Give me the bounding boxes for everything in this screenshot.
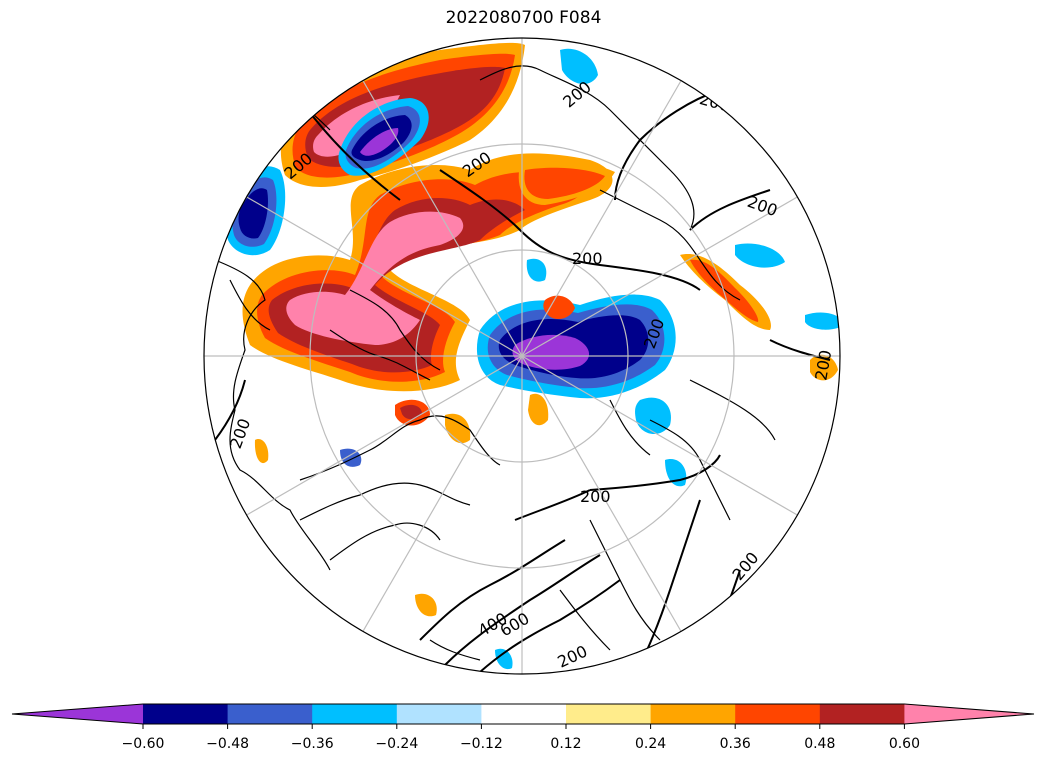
contour-label: 200 — [572, 249, 603, 268]
colorbar-segment — [566, 704, 652, 724]
colorbar-tick-label: 0.24 — [635, 736, 666, 752]
colorbar: −0.60 −0.48 −0.36 −0.24 −0.12 0.12 0.24 0.36 0.4… — [11, 703, 1035, 752]
colorbar-tick-label: 0.48 — [804, 736, 835, 752]
colorbar-segment — [227, 704, 313, 724]
map-boundary — [203, 37, 841, 675]
colorbar-segment — [735, 704, 821, 724]
colorbar-tick-label: −0.60 — [122, 736, 165, 752]
colorbar-tick-label: 0.12 — [550, 736, 581, 752]
colorbar-segment — [312, 704, 398, 724]
contour-label: 200 — [580, 487, 611, 506]
colorbar-tick-label: −0.24 — [375, 736, 418, 752]
colorbar-segment — [650, 704, 736, 724]
colorbar-tick-label: −0.36 — [291, 736, 334, 752]
colorbar-tick-label: −0.48 — [206, 736, 249, 752]
colorbar-segment — [396, 704, 482, 724]
height-contours — [214, 89, 831, 673]
colorbar-segment — [481, 704, 567, 724]
colorbar-extend-low — [12, 704, 143, 724]
figure-title: 2022080700 F084 — [445, 8, 602, 28]
colorbar-extend-high — [904, 704, 1034, 724]
colorbar-tick-label: −0.12 — [460, 736, 503, 752]
colorbar-tick-label: 0.60 — [889, 736, 920, 752]
colorbar-segment — [819, 704, 905, 724]
colorbar-tick-label: 0.36 — [720, 736, 751, 752]
colorbar-segment — [143, 704, 229, 724]
graticule — [204, 38, 840, 674]
